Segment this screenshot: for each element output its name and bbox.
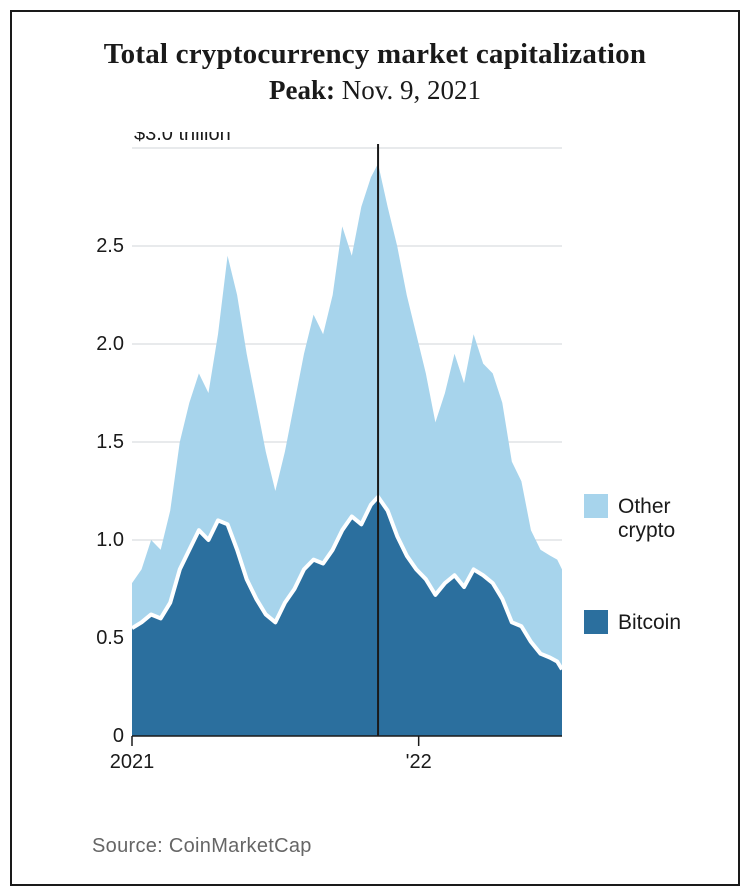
source-text: Source: CoinMarketCap xyxy=(92,835,312,858)
peak-label: Peak: xyxy=(269,75,335,105)
y-tick-label: $3.0 trillion xyxy=(134,132,231,145)
chart-title: Total cryptocurrency market capitalizati… xyxy=(12,38,738,71)
y-tick-label: 1.0 xyxy=(96,529,124,551)
chart-frame: Total cryptocurrency market capitalizati… xyxy=(10,10,740,886)
y-tick-label: 2.0 xyxy=(96,333,124,355)
peak-value: Nov. 9, 2021 xyxy=(342,75,481,105)
chart-svg: 0 0.5 1.0 1.5 2.0 2.5 $3.0 trillion 2021 '22 Othe… xyxy=(72,132,712,792)
x-tick-label: '22 xyxy=(406,751,432,773)
chart-area: 0 0.5 1.0 1.5 2.0 2.5 $3.0 trillion 2021 '22 Othe… xyxy=(72,132,712,792)
y-tick-label: 1.5 xyxy=(96,431,124,453)
y-tick-label: 0 xyxy=(113,725,124,747)
legend-swatch xyxy=(584,494,608,518)
chart-subtitle: Peak: Nov. 9, 2021 xyxy=(12,75,738,106)
legend-label: Bitcoin xyxy=(618,611,681,634)
legend-swatch xyxy=(584,610,608,634)
legend-label: crypto xyxy=(618,519,675,542)
x-tick-label: 2021 xyxy=(110,751,155,773)
legend-label: Other xyxy=(618,495,671,518)
title-block: Total cryptocurrency market capitalizati… xyxy=(12,38,738,106)
y-tick-label: 0.5 xyxy=(96,627,124,649)
y-tick-label: 2.5 xyxy=(96,235,124,257)
